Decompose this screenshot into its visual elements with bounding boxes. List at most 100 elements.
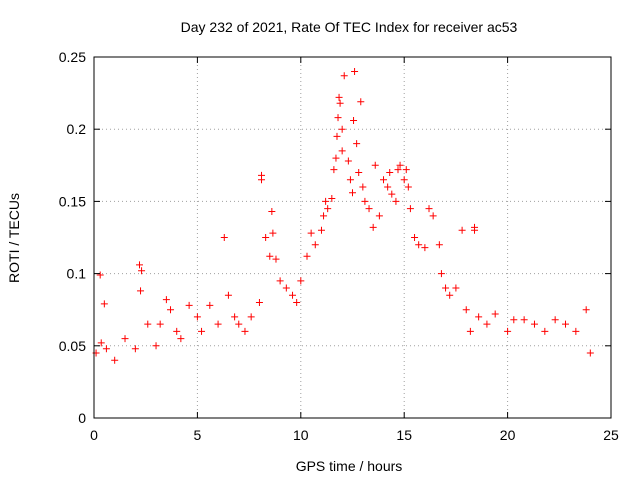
data-point: [338, 125, 346, 133]
data-point: [340, 72, 348, 80]
data-point: [353, 140, 361, 148]
data-point: [510, 316, 518, 324]
axis-ticks: 0 5 10 15 20 25 0 0.05 0.1 0.15 0.2 0.25: [59, 49, 619, 443]
data-point: [406, 205, 414, 213]
data-point: [121, 335, 129, 343]
y-tick-label: 0.2: [67, 121, 87, 137]
x-axis-label: GPS time / hours: [296, 458, 403, 474]
data-point: [442, 284, 450, 292]
y-tick-label: 0.05: [59, 338, 86, 354]
data-point: [338, 147, 346, 155]
data-point: [349, 189, 356, 197]
data-point: [359, 183, 367, 191]
data-point: [435, 241, 443, 249]
data-point: [311, 241, 319, 249]
x-tick-label: 15: [396, 427, 412, 443]
data-point: [452, 284, 460, 292]
data-point: [421, 244, 429, 252]
data-point: [462, 306, 470, 314]
data-point: [334, 114, 342, 122]
data-point: [137, 287, 145, 295]
y-tick-label: 0.25: [59, 49, 86, 65]
data-point: [396, 161, 404, 169]
data-point: [272, 255, 280, 263]
data-point: [415, 241, 423, 249]
data-point: [365, 205, 373, 213]
data-point: [520, 316, 528, 324]
data-point: [572, 327, 580, 335]
data-point: [351, 67, 359, 75]
data-point: [491, 310, 499, 318]
data-point: [269, 229, 277, 237]
data-point: [247, 313, 255, 321]
grid-lines: [94, 57, 611, 418]
data-point: [289, 291, 297, 299]
data-point: [100, 300, 108, 308]
x-tick-label: 20: [500, 427, 516, 443]
data-point: [97, 339, 105, 347]
x-tick-label: 10: [293, 427, 309, 443]
data-point: [167, 306, 175, 314]
data-point: [258, 176, 266, 184]
data-point: [582, 306, 590, 314]
data-point: [437, 270, 445, 278]
data-point: [303, 252, 311, 260]
data-point: [162, 296, 170, 304]
data-point: [193, 313, 201, 321]
data-point: [198, 327, 206, 335]
data-point: [375, 212, 383, 220]
data-point: [471, 223, 479, 231]
data-point: [297, 277, 305, 285]
chart-title: Day 232 of 2021, Rate Of TEC Index for r…: [181, 19, 518, 35]
data-point: [322, 197, 330, 205]
data-point: [156, 320, 164, 328]
data-point: [102, 345, 110, 353]
y-axis-label: ROTI / TECUs: [6, 193, 22, 283]
data-point: [350, 117, 358, 125]
data-point: [206, 301, 214, 309]
data-point: [268, 208, 276, 216]
data-point: [138, 267, 146, 275]
data-point: [255, 298, 263, 306]
data-point: [346, 176, 354, 184]
x-tick-label: 5: [194, 427, 202, 443]
data-point: [458, 226, 466, 234]
data-point: [530, 320, 538, 328]
data-point: [425, 205, 433, 213]
data-point: [404, 183, 412, 191]
data-point: [177, 335, 185, 343]
data-point: [562, 320, 570, 328]
data-point: [355, 169, 363, 177]
data-point: [111, 356, 119, 364]
data-point: [392, 197, 400, 205]
data-point: [483, 320, 491, 328]
data-point: [411, 234, 419, 241]
data-point: [386, 169, 394, 177]
data-point: [96, 271, 104, 279]
data-point: [135, 261, 143, 269]
data-point: [333, 132, 341, 140]
data-point: [266, 252, 274, 260]
data-point: [335, 93, 343, 101]
data-point: [361, 197, 369, 205]
data-point: [384, 183, 392, 191]
data-point: [144, 320, 152, 328]
data-point: [328, 195, 336, 203]
data-point: [551, 316, 559, 324]
data-point: [330, 166, 338, 174]
data-point: [293, 298, 301, 306]
data-point: [371, 161, 379, 169]
data-point: [320, 212, 328, 220]
y-tick-label: 0.1: [67, 266, 87, 282]
data-point: [262, 234, 270, 241]
data-point: [231, 313, 239, 321]
data-point: [344, 157, 352, 165]
data-point: [466, 327, 474, 335]
data-point: [402, 166, 410, 174]
data-point: [324, 205, 332, 213]
data-point: [400, 176, 408, 184]
data-point: [235, 320, 243, 328]
x-tick-label: 0: [90, 427, 98, 443]
data-point: [394, 166, 402, 174]
